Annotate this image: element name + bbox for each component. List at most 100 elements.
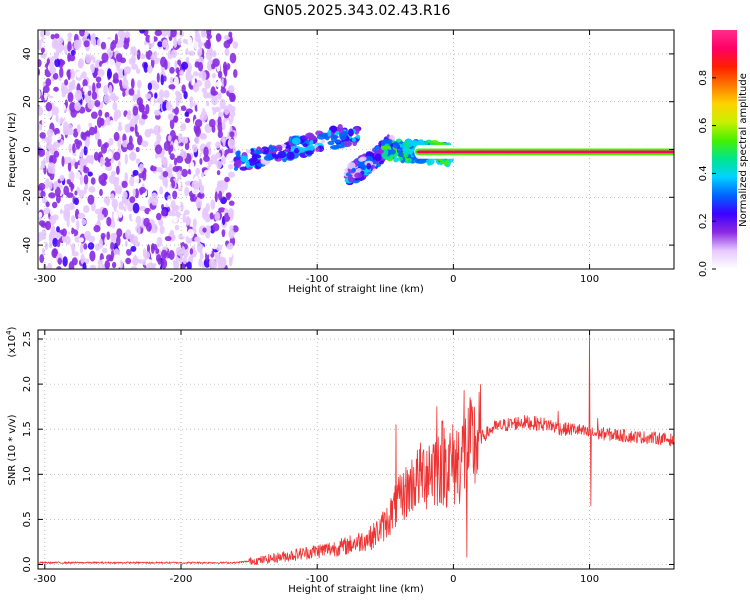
noise-cell <box>69 101 76 113</box>
noise-cell <box>200 30 206 38</box>
band-1-cell <box>291 137 301 145</box>
colorbar-ticks: 0.0 0.2 0.4 0.6 0.8 <box>698 70 716 277</box>
noise-cell <box>116 185 122 194</box>
noise-cell <box>171 93 177 100</box>
noise-cell <box>84 137 90 148</box>
noise-cell <box>117 160 121 167</box>
noise-cell <box>223 77 227 87</box>
noise-cell <box>104 161 112 167</box>
noise-cell <box>222 135 226 147</box>
noise-cell <box>227 85 235 94</box>
noise-cell <box>82 262 87 269</box>
noise-cell <box>81 218 87 226</box>
noise-cell <box>122 190 128 200</box>
noise-cell <box>213 106 222 112</box>
noise-cell <box>161 258 168 269</box>
noise-cell <box>112 72 119 83</box>
noise-cell <box>92 82 96 93</box>
noise-cell <box>66 128 74 136</box>
noise-cell <box>40 140 47 149</box>
noise-cell <box>53 150 60 158</box>
noise-cell <box>62 256 68 267</box>
noise-cell <box>48 233 53 243</box>
noise-cell <box>98 109 103 117</box>
noise-cell <box>110 250 115 260</box>
noise-cell <box>113 131 120 142</box>
snr-plot-frame <box>37 329 675 570</box>
band-3-cell <box>404 152 409 158</box>
noise-cell <box>209 212 214 220</box>
noise-cell <box>232 146 237 154</box>
noise-cell <box>189 248 194 255</box>
noise-cell <box>108 138 114 146</box>
noise-cell <box>215 80 223 88</box>
noise-cell <box>210 90 218 96</box>
noise-cell <box>136 97 144 106</box>
noise-cell <box>153 125 161 136</box>
noise-cell <box>47 165 55 174</box>
noise-cell <box>223 34 231 41</box>
noise-cell <box>172 190 178 200</box>
noise-cell <box>130 265 138 269</box>
noise-cell <box>159 186 163 196</box>
noise-cell <box>204 213 212 223</box>
noise-cell <box>70 171 75 183</box>
noise-cell <box>124 240 128 248</box>
noise-cell <box>180 263 186 269</box>
noise-cell <box>67 41 72 53</box>
y-tick-label: 40 <box>22 48 33 61</box>
noise-cell <box>155 157 163 168</box>
noise-cell <box>67 92 74 103</box>
noise-cell <box>222 158 226 165</box>
noise-cell <box>217 116 222 126</box>
noise-cell <box>184 111 189 117</box>
noise-cell <box>38 220 46 227</box>
band-2-cell <box>360 163 367 171</box>
band-1-cell <box>315 147 321 152</box>
noise-cell <box>200 71 207 82</box>
noise-cell <box>50 33 55 40</box>
noise-cell <box>233 69 238 78</box>
noise-cell <box>197 48 202 57</box>
noise-cell <box>163 75 167 82</box>
noise-cell <box>135 146 140 153</box>
band-2-cell <box>370 165 376 169</box>
noise-cell <box>56 266 62 269</box>
noise-cell <box>73 39 81 51</box>
band-3-cell <box>410 140 419 147</box>
noise-cell <box>224 47 230 56</box>
noise-cell <box>175 145 182 153</box>
x-tick-label: -200 <box>170 274 193 285</box>
band-1-cell <box>240 155 249 163</box>
noise-cell <box>82 78 88 88</box>
noise-cell <box>177 178 182 190</box>
noise-cell <box>221 119 226 131</box>
noise-cell <box>54 186 61 197</box>
noise-cell <box>204 79 211 90</box>
noise-cell <box>41 229 47 240</box>
noise-cell <box>61 228 67 237</box>
noise-cell <box>138 117 146 126</box>
noise-cell <box>223 65 228 75</box>
band-1-cell <box>239 166 248 171</box>
snr-x-axis-label: Height of straight line (km) <box>288 584 424 595</box>
noise-cell <box>188 50 196 56</box>
band-3-cell <box>437 142 447 146</box>
noise-cell <box>124 198 129 207</box>
noise-cell <box>68 143 72 154</box>
band-3-cell <box>389 148 396 155</box>
noise-cell <box>56 205 61 214</box>
noise-cell <box>74 197 79 206</box>
y-tick-label: 2.5 <box>22 331 33 347</box>
noise-cell <box>128 88 135 96</box>
carrier-core <box>671 150 674 154</box>
noise-cell <box>184 142 190 151</box>
noise-cell <box>65 208 71 218</box>
band-1-cell <box>263 155 274 161</box>
noise-cell <box>147 82 153 91</box>
band-3-cell <box>383 138 393 144</box>
noise-cell <box>101 62 109 71</box>
noise-cell <box>150 96 155 106</box>
snr-gridlines <box>38 330 674 569</box>
noise-cell <box>38 141 41 148</box>
